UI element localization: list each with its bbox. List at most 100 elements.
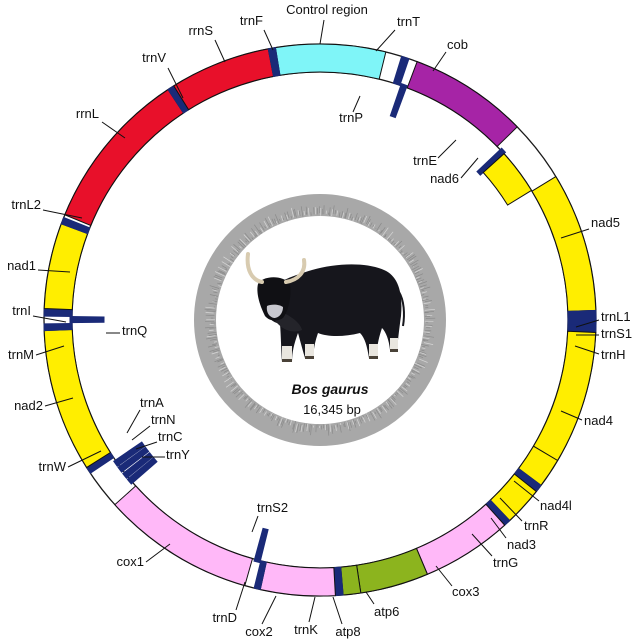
bos-gaurus-illustration — [245, 252, 405, 362]
gc-ring-tick — [401, 386, 408, 392]
gene-block-cox2 — [259, 561, 336, 597]
gc-ring-tick — [292, 209, 296, 217]
leader-line — [251, 515, 259, 533]
leader-line — [32, 315, 67, 323]
gc-ring-tick — [221, 365, 226, 368]
gene-block-nad1 — [43, 223, 89, 311]
gc-ring-tick — [379, 229, 383, 235]
gc-ring-tick — [393, 394, 396, 397]
gene-label: nad4l — [540, 498, 572, 513]
gc-ring-tick — [395, 240, 403, 248]
gc-ring-tick — [220, 367, 228, 372]
gc-ring-tick — [221, 261, 231, 268]
gc-ring-tick — [310, 424, 312, 436]
gc-ring-tick — [212, 289, 218, 292]
gc-ring-tick — [209, 327, 217, 329]
gene-label: trnY — [166, 447, 190, 462]
gene-block-trnS2 — [253, 527, 269, 564]
gc-ring-tick — [223, 369, 229, 373]
gene-label: trnD — [212, 610, 237, 625]
leader-line — [101, 121, 126, 139]
gene-label: trnL2 — [11, 197, 41, 212]
gene-label: trnH — [601, 347, 626, 362]
gc-ring-tick — [208, 302, 217, 305]
gc-ring-tick — [262, 408, 266, 413]
gc-ring-tick — [245, 398, 249, 402]
gc-ring-tick — [336, 423, 339, 428]
gene-label: cox3 — [452, 584, 479, 599]
leader-line — [44, 397, 74, 407]
bison-hoof — [390, 349, 398, 352]
gc-ring-tick — [207, 331, 217, 334]
gc-ring-tick — [269, 223, 271, 226]
gc-ring-tick — [331, 209, 333, 217]
gc-ring-tick — [243, 395, 247, 399]
leader-line — [332, 596, 343, 625]
gene-label: trnF — [240, 13, 263, 28]
gc-ring-tick — [346, 421, 350, 430]
gc-ring-tick — [419, 358, 428, 363]
gene-label: rrnL — [76, 106, 99, 121]
gc-ring-tick — [250, 403, 256, 411]
gc-ring-tick — [245, 238, 250, 243]
gc-ring-tick — [420, 287, 424, 290]
gc-ring-tick — [415, 277, 422, 281]
gc-ring-tick — [385, 401, 390, 406]
bison-horn-left — [245, 252, 264, 284]
gc-ring-tick — [255, 406, 261, 414]
gc-ring-tick — [213, 276, 222, 281]
gc-ring-tick — [398, 245, 405, 251]
gc-ring-tick — [411, 375, 416, 379]
gc-ring-tick — [378, 229, 380, 232]
gc-ring-tick — [329, 207, 331, 217]
gc-ring-tick — [295, 423, 298, 433]
gc-ring-tick — [406, 378, 412, 382]
gc-ring-tick — [286, 214, 289, 220]
gc-ring-tick — [222, 372, 229, 377]
gc-ring-tick — [369, 222, 373, 227]
gc-ring-tick — [363, 215, 368, 223]
gc-ring-tick — [411, 372, 415, 376]
gc-ring-tick — [231, 246, 239, 253]
gc-ring-tick — [292, 423, 295, 430]
gc-ring-tick — [235, 390, 243, 398]
gc-ring-band — [194, 194, 446, 446]
gc-ring-tick — [259, 229, 263, 234]
gc-ring-tick — [421, 289, 425, 292]
gc-ring-tick — [415, 273, 424, 278]
gc-ring-tick — [279, 218, 281, 222]
gene-label: nad1 — [7, 258, 36, 273]
gc-ring-tick — [352, 420, 355, 425]
gc-ring-tick — [259, 407, 264, 413]
gene-label: trnE — [413, 153, 437, 168]
gc-ring-tick — [204, 326, 214, 329]
gene-block-trnL2 — [60, 216, 91, 235]
gene-block-trnF — [267, 47, 281, 77]
gc-ring-tick — [341, 211, 344, 218]
gc-ring-tick — [413, 366, 419, 370]
gc-ring-tick — [224, 268, 228, 271]
gc-ring-tick — [267, 412, 271, 417]
gc-ring-tick — [264, 226, 266, 229]
gc-ring-tick — [243, 234, 251, 242]
gc-ring-tick — [251, 237, 254, 240]
gc-ring-tick — [412, 368, 420, 373]
leader-line — [513, 480, 540, 502]
gc-ring-tick — [347, 420, 351, 432]
gene-block-nad6 — [482, 153, 533, 206]
gc-ring-tick — [229, 252, 235, 257]
gc-ring-tick — [217, 266, 227, 272]
gene-label: trnR — [524, 518, 549, 533]
gene-block-cob — [406, 61, 518, 148]
gc-ring-tick — [354, 420, 357, 424]
gc-ring-tick — [423, 340, 426, 342]
gc-ring-tick — [230, 382, 237, 388]
bison-sock — [282, 346, 292, 360]
leader-line — [37, 269, 71, 273]
gc-ring-tick — [238, 394, 245, 401]
gc-ring-tick — [215, 356, 220, 359]
gene-label: nad3 — [507, 537, 536, 552]
gc-ring-tick — [421, 343, 429, 347]
gc-ring-tick — [217, 282, 221, 285]
